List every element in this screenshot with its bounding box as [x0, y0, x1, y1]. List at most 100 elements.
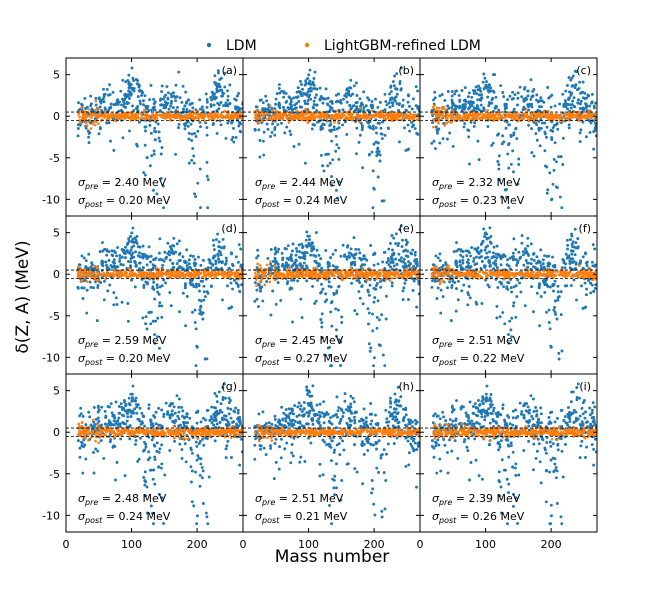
- ldm-point: [466, 95, 470, 99]
- refined-point: [161, 114, 165, 118]
- ldm-point: [201, 317, 205, 321]
- ldm-point: [258, 139, 262, 142]
- ldm-point: [556, 127, 560, 131]
- ldm-point: [154, 319, 158, 323]
- ldm-point: [143, 125, 147, 129]
- ldm-point: [205, 174, 209, 178]
- ldm-point: [371, 206, 375, 210]
- ldm-point: [320, 321, 324, 325]
- ldm-point: [167, 250, 171, 254]
- ldm-point: [261, 139, 265, 143]
- ldm-point: [169, 104, 173, 108]
- ldm-point: [278, 106, 282, 110]
- refined-point: [364, 272, 368, 276]
- refined-point: [137, 117, 141, 120]
- ldm-point: [193, 308, 197, 312]
- refined-point: [301, 270, 305, 273]
- ldm-point: [196, 181, 200, 185]
- ldm-point: [132, 86, 136, 90]
- refined-point: [325, 270, 328, 273]
- ldm-point: [157, 251, 161, 255]
- ldm-point: [402, 286, 406, 290]
- ldm-point: [192, 154, 196, 158]
- refined-point: [388, 273, 392, 277]
- ldm-point: [304, 93, 308, 96]
- ldm-point: [77, 101, 80, 105]
- ldm-point: [187, 262, 191, 266]
- ldm-point: [121, 249, 125, 253]
- ldm-point: [326, 102, 329, 106]
- refined-point: [197, 271, 200, 274]
- ldm-point: [417, 292, 420, 296]
- ldm-point: [161, 97, 165, 101]
- refined-point: [129, 117, 133, 121]
- ldm-point: [135, 144, 139, 148]
- ldm-point: [548, 171, 552, 175]
- ldm-point: [312, 253, 316, 257]
- ldm-point: [354, 252, 358, 256]
- refined-point: [432, 125, 435, 129]
- ldm-point: [229, 251, 233, 255]
- refined-point: [164, 117, 167, 120]
- refined-point: [240, 117, 243, 120]
- refined-point: [498, 117, 502, 121]
- ldm-point: [286, 280, 290, 283]
- ldm-point: [253, 281, 257, 285]
- ldm-point: [352, 236, 356, 240]
- ldm-point: [496, 160, 500, 163]
- ldm-point: [255, 266, 259, 270]
- ldm-point: [307, 73, 311, 77]
- refined-point: [325, 276, 329, 280]
- refined-point: [477, 113, 481, 116]
- refined-point: [175, 274, 179, 277]
- ldm-point: [283, 266, 286, 270]
- ldm-point: [311, 284, 314, 288]
- ldm-point: [324, 249, 328, 252]
- refined-point: [571, 113, 575, 117]
- refined-point: [265, 263, 269, 267]
- ldm-point: [188, 109, 192, 113]
- refined-point: [238, 268, 241, 272]
- ldm-point: [397, 252, 401, 256]
- refined-point: [264, 274, 267, 278]
- ldm-point: [221, 298, 224, 302]
- refined-point: [307, 271, 311, 275]
- ldm-point: [224, 262, 228, 265]
- legend: LDM LightGBM-refined LDM: [206, 38, 481, 54]
- ldm-point: [286, 244, 290, 248]
- ldm-point: [339, 340, 343, 344]
- ldm-point: [175, 95, 179, 99]
- ldm-point: [383, 92, 387, 96]
- refined-point: [147, 117, 150, 120]
- ldm-point: [529, 268, 533, 271]
- ldm-point: [314, 299, 318, 303]
- ldm-point: [525, 97, 529, 101]
- ldm-point: [469, 120, 473, 124]
- ldm-point: [216, 69, 220, 73]
- refined-point: [297, 272, 301, 275]
- refined-point: [393, 274, 397, 278]
- ldm-point: [169, 92, 173, 96]
- ldm-point: [377, 318, 381, 322]
- ldm-point: [198, 289, 201, 293]
- ldm-point: [387, 101, 391, 105]
- ldm-point: [390, 234, 394, 237]
- ldm-point: [152, 108, 156, 112]
- ldm-point: [83, 96, 87, 100]
- ldm-point: [82, 286, 86, 290]
- ldm-point: [540, 105, 543, 109]
- ldm-point: [352, 84, 356, 88]
- ldm-point: [234, 107, 238, 111]
- refined-point: [186, 117, 190, 120]
- ldm-point: [144, 322, 148, 326]
- ldm-point: [346, 89, 350, 93]
- ldm-point: [231, 264, 235, 268]
- ldm-point: [127, 239, 131, 243]
- ldm-point: [561, 92, 565, 96]
- ldm-point: [259, 289, 262, 293]
- refined-point: [201, 112, 205, 116]
- ldm-point: [323, 353, 326, 357]
- refined-point: [281, 117, 285, 121]
